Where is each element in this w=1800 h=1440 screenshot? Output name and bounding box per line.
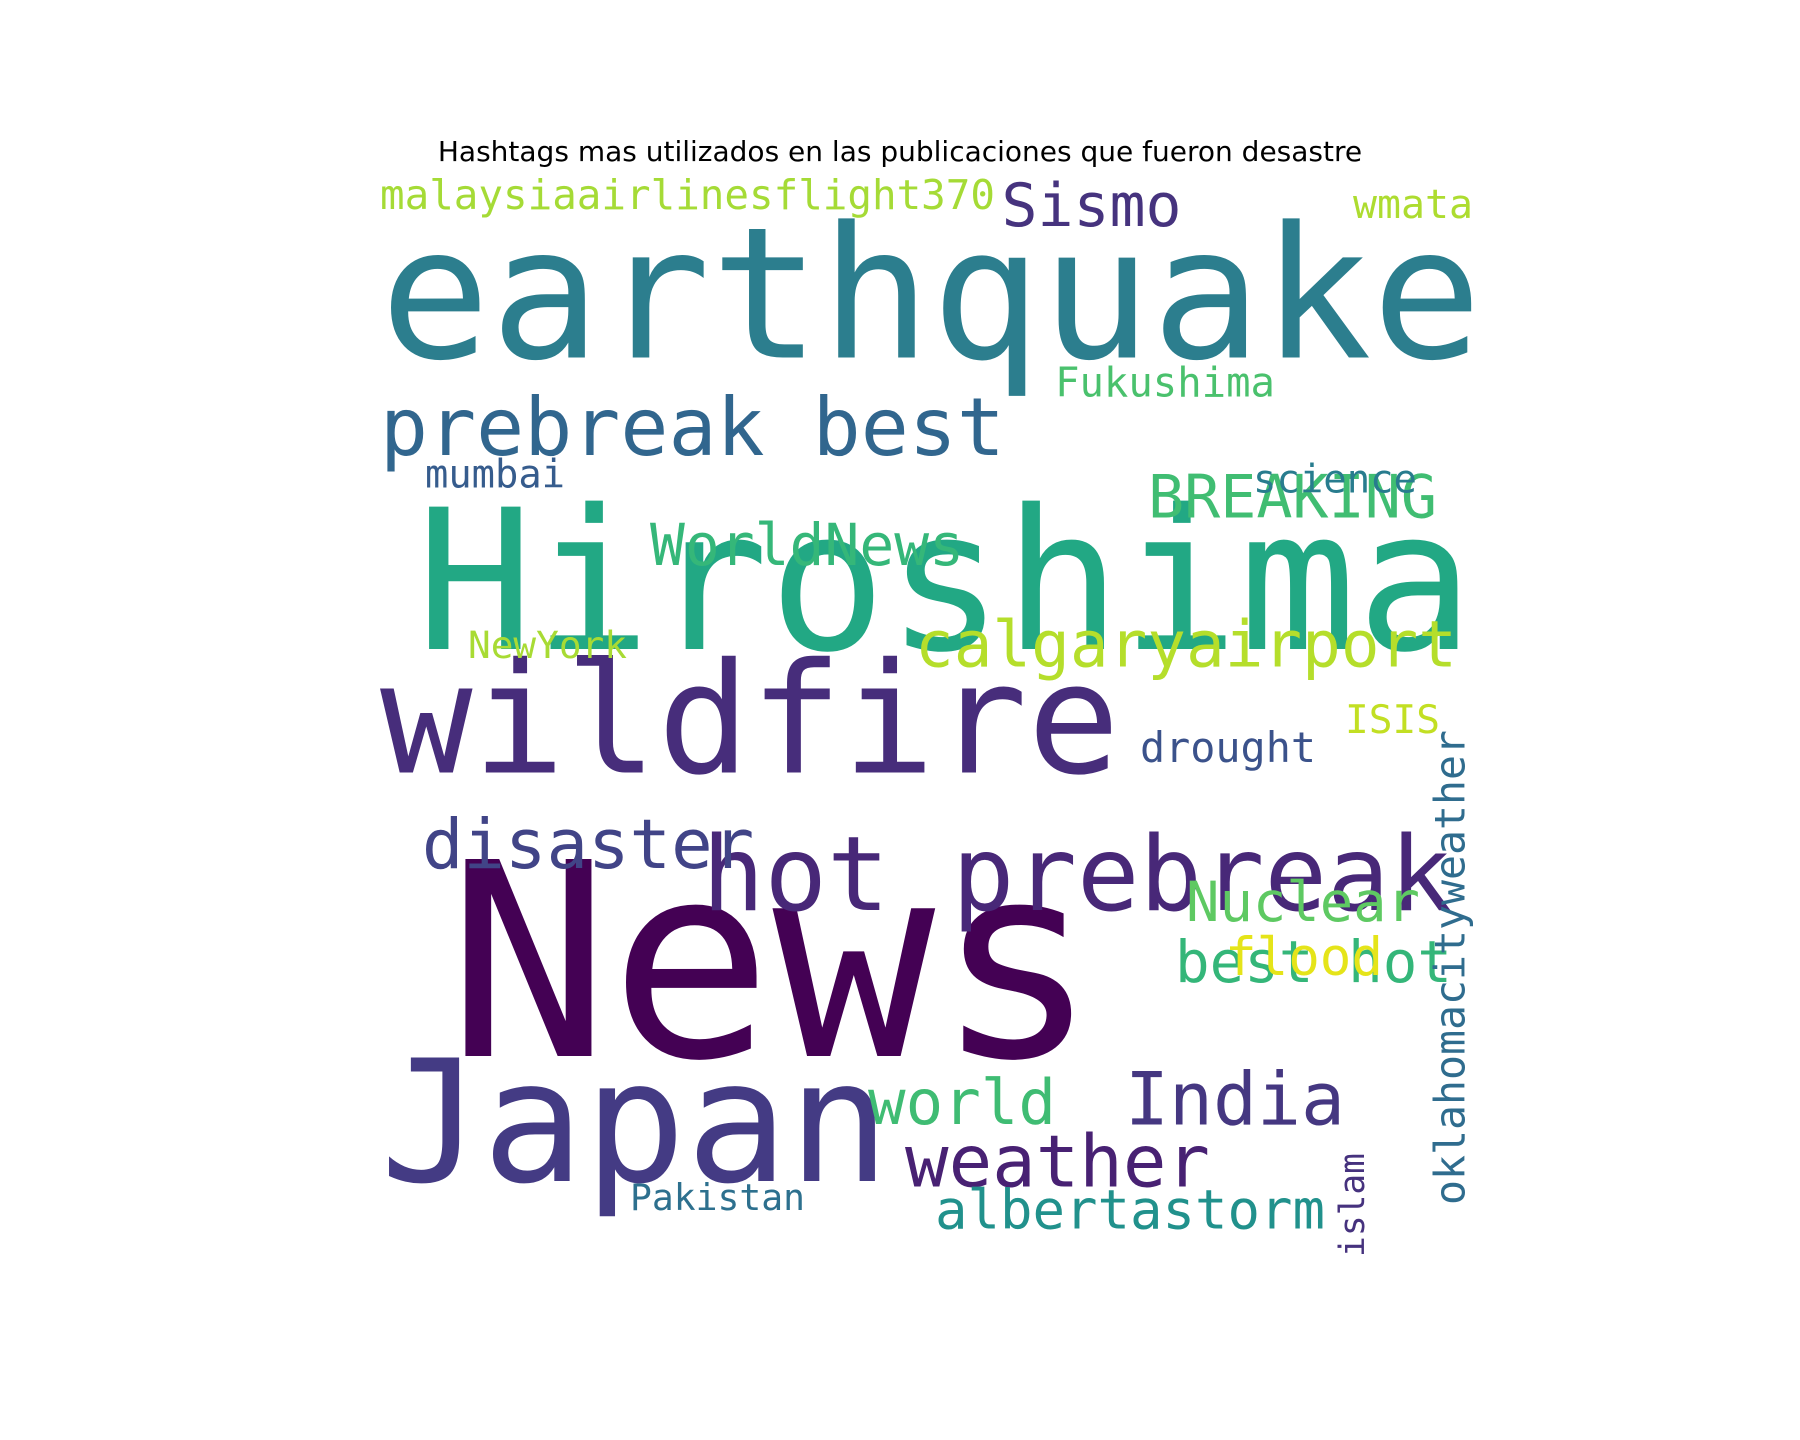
word-wmata: wmata bbox=[1353, 182, 1473, 228]
word-flood: flood bbox=[1225, 927, 1383, 988]
word-india: India bbox=[1125, 1058, 1345, 1143]
word-science: science bbox=[1253, 458, 1417, 503]
word-wildfire: wildfire bbox=[380, 631, 1120, 810]
word-hot-prebreak: hot prebreak bbox=[702, 815, 1452, 935]
word-calgaryairport: calgaryairport bbox=[915, 608, 1457, 683]
word-nuclear: Nuclear bbox=[1186, 870, 1420, 935]
word-best-hot: best hot bbox=[1175, 929, 1452, 996]
word-worldnews: WorldNews bbox=[650, 511, 964, 579]
word-hiroshima: Hiroshima bbox=[416, 469, 1474, 696]
word-prebreak-best: prebreak best bbox=[380, 381, 1005, 474]
word-sismo: Sismo bbox=[1001, 171, 1181, 241]
word-malaysiaairlinesflight370: malaysiaairlinesflight370 bbox=[380, 171, 995, 219]
word-mumbai: mumbai bbox=[425, 453, 565, 498]
wordcloud: News Hiroshima earthquake wildfire Japan hot … bbox=[380, 171, 1482, 1257]
word-newyork: NewYork bbox=[468, 623, 627, 667]
word-world: world bbox=[868, 1066, 1056, 1139]
word-weather: weather bbox=[905, 1121, 1210, 1205]
word-albertastorm: albertastorm bbox=[935, 1179, 1325, 1242]
word-earthquake: earthquake bbox=[380, 189, 1482, 402]
word-breaking: BREAKING bbox=[1148, 463, 1437, 533]
word-isis: ISIS bbox=[1345, 697, 1440, 743]
word-oklahomacityweather: oklahomacityweather bbox=[1426, 730, 1475, 1205]
word-pakistan: Pakistan bbox=[630, 1176, 805, 1219]
chart-title: Hashtags mas utilizados en las publicaci… bbox=[437, 135, 1363, 168]
word-fukushima: Fukushima bbox=[1055, 359, 1275, 407]
word-news: News bbox=[447, 805, 1098, 1120]
word-drought: drought bbox=[1140, 723, 1316, 772]
word-disaster: disaster bbox=[422, 805, 754, 885]
word-japan: Japan bbox=[380, 1024, 890, 1221]
word-islam: islam bbox=[1333, 1153, 1373, 1257]
